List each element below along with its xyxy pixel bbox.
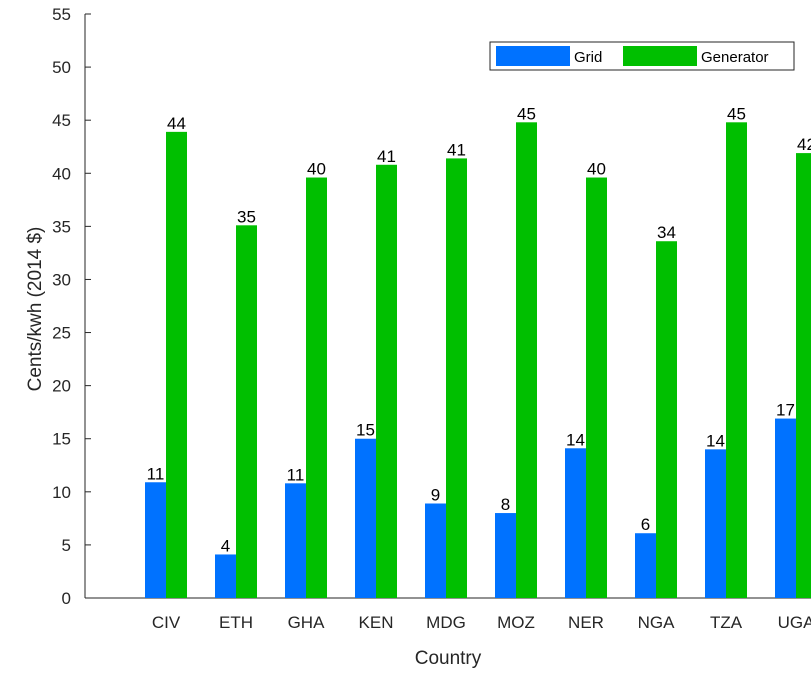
bar-grid-mdg xyxy=(425,503,446,598)
y-tick-label: 50 xyxy=(52,58,71,77)
x-tick-label: KEN xyxy=(359,613,394,632)
bar-generator-tza xyxy=(726,122,747,599)
data-label-generator-moz: 45 xyxy=(517,104,536,123)
y-tick-label: 15 xyxy=(52,430,71,449)
legend-swatch-grid xyxy=(496,46,570,66)
x-tick-label: CIV xyxy=(152,613,181,632)
data-label-generator-ken: 41 xyxy=(377,147,396,166)
bar-grid-uga xyxy=(775,418,796,598)
bar-generator-mdg xyxy=(446,158,467,598)
x-tick-label: UGA xyxy=(778,613,811,632)
data-label-generator-uga: 42 xyxy=(797,135,811,154)
bar-generator-uga xyxy=(796,153,811,598)
data-label-generator-civ: 44 xyxy=(167,114,186,133)
y-tick-label: 10 xyxy=(52,483,71,502)
bar-generator-eth xyxy=(236,225,257,598)
y-tick-label: 55 xyxy=(52,5,71,24)
y-axis: 0 5 10 15 20 25 30 35 40 45 50 55 xyxy=(52,5,91,608)
bar-generator-moz xyxy=(516,122,537,599)
data-label-generator-nga: 34 xyxy=(657,223,676,242)
data-label-generator-gha: 40 xyxy=(307,160,326,179)
data-label-grid-mdg: 9 xyxy=(431,485,440,504)
bar-labels: 114443511401541941845144063414451742 xyxy=(147,104,811,555)
data-label-grid-ner: 14 xyxy=(566,430,585,449)
y-tick-label: 45 xyxy=(52,111,71,130)
bar-grid-ken xyxy=(355,438,376,598)
bar-generator-civ xyxy=(166,131,187,598)
data-label-grid-gha: 11 xyxy=(287,465,305,484)
data-label-grid-uga: 17 xyxy=(776,401,795,420)
bar-grid-nga xyxy=(635,533,656,598)
legend-label-generator: Generator xyxy=(701,49,769,66)
x-tick-label: ETH xyxy=(219,613,253,632)
x-tick-label: TZA xyxy=(710,613,743,632)
data-label-generator-mdg: 41 xyxy=(447,140,466,159)
data-label-generator-eth: 35 xyxy=(237,207,256,226)
data-label-grid-tza: 14 xyxy=(706,431,725,450)
x-tick-label: NGA xyxy=(638,613,676,632)
data-label-grid-civ: 11 xyxy=(147,464,165,483)
y-tick-label: 35 xyxy=(52,217,71,236)
bar-generator-ner xyxy=(586,177,607,598)
y-tick-label: 40 xyxy=(52,164,71,183)
data-label-grid-ken: 15 xyxy=(356,421,375,440)
bar-generator-nga xyxy=(656,241,677,598)
legend-swatch-generator xyxy=(623,46,697,66)
bar-generator-ken xyxy=(376,164,397,598)
bar-grid-ner xyxy=(565,448,586,598)
bar-grid-tza xyxy=(705,449,726,598)
y-tick-label: 30 xyxy=(52,270,71,289)
x-tick-label: NER xyxy=(568,613,604,632)
bars xyxy=(145,122,811,599)
y-tick-label: 0 xyxy=(62,589,71,608)
data-label-generator-ner: 40 xyxy=(587,160,606,179)
bar-grid-civ xyxy=(145,482,166,598)
legend-label-grid: Grid xyxy=(574,49,602,66)
data-label-generator-tza: 45 xyxy=(727,104,746,123)
y-tick-label: 25 xyxy=(52,324,71,343)
x-tick-label: MDG xyxy=(426,613,466,632)
y-tick-label: 20 xyxy=(52,377,71,396)
x-tick-label: MOZ xyxy=(497,613,535,632)
bar-grid-moz xyxy=(495,513,516,598)
data-label-grid-eth: 4 xyxy=(221,536,230,555)
y-axis-title: Cents/kwh (2014 $) xyxy=(25,227,46,392)
bar-generator-gha xyxy=(306,177,327,598)
bar-grid-eth xyxy=(215,554,236,598)
x-axis-title: Country xyxy=(415,648,482,669)
x-tick-label: GHA xyxy=(288,613,326,632)
legend: Grid Generator xyxy=(489,41,795,71)
data-label-grid-nga: 6 xyxy=(641,515,650,534)
y-tick-label: 5 xyxy=(62,536,71,555)
data-label-grid-moz: 8 xyxy=(501,495,510,514)
bar-grid-gha xyxy=(285,483,306,598)
